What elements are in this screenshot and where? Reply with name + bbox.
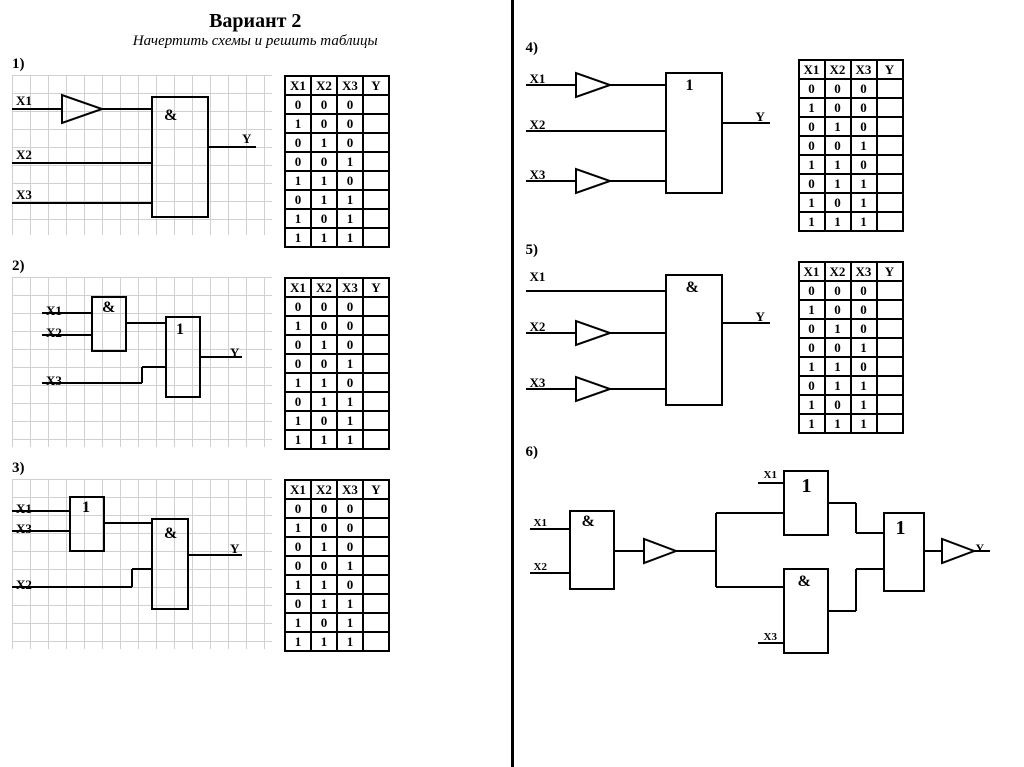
truth-table-4: X1X2X3Y 000 100 010 001 110 011 101 111 (798, 59, 904, 232)
problem-6: X1 X2 X1 X3 Y & 1 & 1 (526, 463, 1013, 673)
or-g1: 1 (802, 475, 812, 498)
circuit-1: X1 X2 X3 Y & (12, 75, 272, 235)
label-p6: 6) (526, 444, 1013, 461)
circuit-6: X1 X2 X1 X3 Y & 1 & 1 (526, 463, 996, 673)
and-g1: & (582, 513, 595, 531)
and-label: & (686, 279, 699, 297)
x3-label: X3 (530, 167, 546, 183)
y-label: Y (756, 109, 765, 125)
x3-label-bot: X3 (764, 631, 777, 643)
truth-table-3: X1X2X3Y 000 100 010 001 110 011 101 111 (284, 479, 390, 652)
problem-3: X1 X3 X2 Y 1 & (12, 479, 499, 652)
truth-table-2: X1X2X3Y 000 100 010 001 110 011 101 111 (284, 277, 390, 450)
left-column: Вариант 2 Начертить схемы и решить табли… (0, 0, 511, 767)
x1-label-top: X1 (764, 469, 777, 481)
right-column: 4) X1 X2 X3 Y 1 (514, 0, 1024, 767)
y-label: Y (756, 309, 765, 325)
x1-label: X1 (530, 71, 546, 87)
x2-label: X2 (46, 325, 62, 341)
problem-4: X1 X2 X3 Y 1 (526, 59, 1013, 232)
x2-label: X2 (16, 577, 32, 593)
circuit-3: X1 X3 X2 Y 1 & (12, 479, 272, 649)
label-p2: 2) (12, 258, 499, 275)
or-label: 1 (686, 77, 694, 95)
x3-label: X3 (46, 373, 62, 389)
y-label: Y (242, 131, 251, 147)
x3-label: X3 (530, 375, 546, 391)
problem-1: X1 X2 X3 Y & (12, 75, 499, 248)
x3-label: X3 (16, 521, 32, 537)
subtitle: Начертить схемы и решить таблицы (12, 33, 499, 50)
and-label: & (164, 525, 177, 543)
and-label: & (164, 107, 177, 125)
label-p5: 5) (526, 242, 1013, 259)
x1-label: X1 (16, 93, 32, 109)
x2-label: X2 (530, 117, 546, 133)
x2-label: X2 (530, 319, 546, 335)
label-p4: 4) (526, 40, 1013, 57)
y-label: Y (230, 345, 239, 361)
x1-label: X1 (16, 501, 32, 517)
x1-label: X1 (530, 269, 546, 285)
label-p3: 3) (12, 460, 499, 477)
truth-table-5: X1X2X3Y 000 100 010 001 110 011 101 111 (798, 261, 904, 434)
x3-label: X3 (16, 187, 32, 203)
or-label: 1 (82, 499, 90, 517)
x2-label: X2 (534, 561, 547, 573)
problem-2: X1 X2 X3 Y & 1 (12, 277, 499, 450)
circuit-2: X1 X2 X3 Y & 1 (12, 277, 272, 447)
problem-5: X1 X2 X3 Y & (526, 261, 1013, 434)
or-label: 1 (176, 321, 184, 339)
label-p1: 1) (12, 56, 499, 73)
y-label: Y (230, 541, 239, 557)
x2-label: X2 (16, 147, 32, 163)
and-label: & (102, 299, 115, 317)
circuit-5: X1 X2 X3 Y & (526, 261, 786, 431)
y-label: Y (976, 541, 985, 556)
title: Вариант 2 (12, 10, 499, 33)
and-g2: & (798, 573, 811, 591)
x1-label: X1 (46, 303, 62, 319)
or-g2: 1 (896, 517, 906, 540)
x1-label: X1 (534, 517, 547, 529)
circuit-4: X1 X2 X3 Y 1 (526, 59, 786, 219)
truth-table-1: X1X2X3Y 000 100 010 001 110 011 101 111 (284, 75, 390, 248)
